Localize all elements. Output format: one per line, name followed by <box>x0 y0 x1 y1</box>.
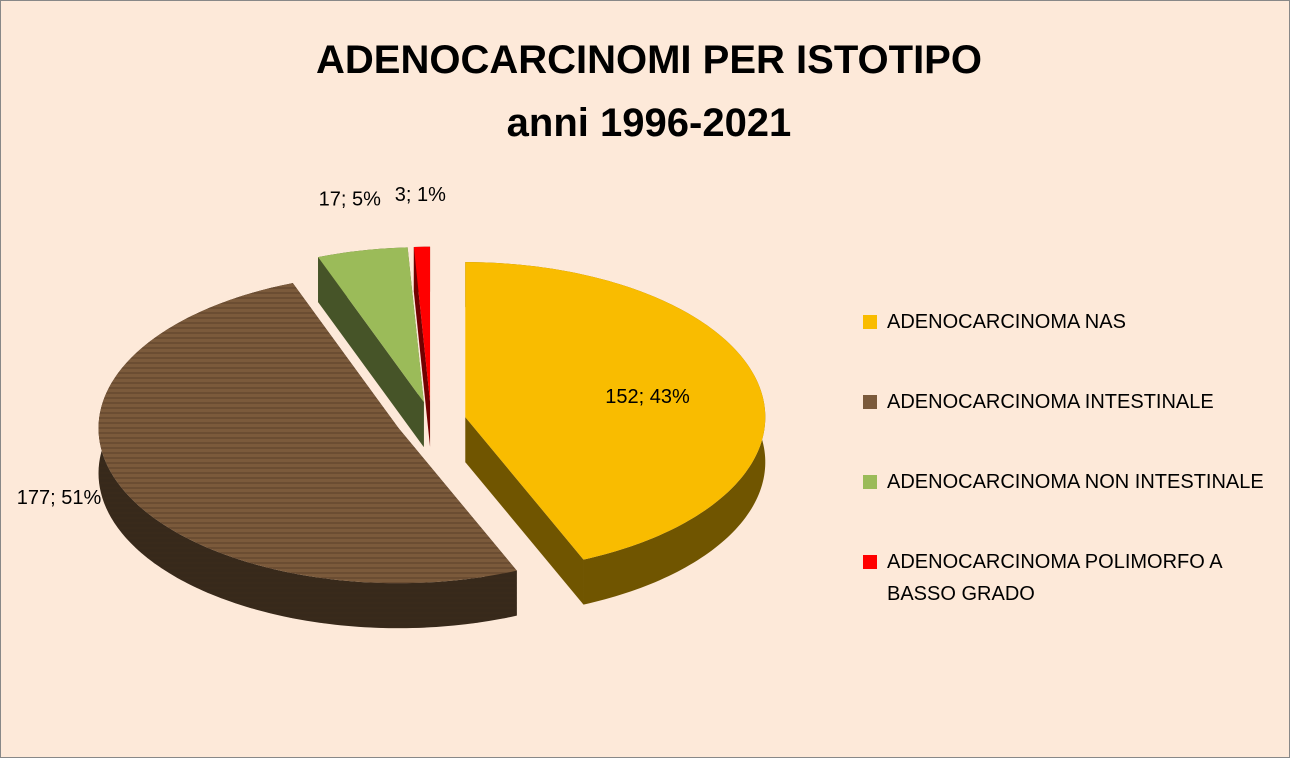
chart-subtitle: anni 1996-2021 <box>507 101 792 145</box>
slice-side <box>318 257 424 448</box>
slice-side <box>413 246 431 447</box>
legend-swatch <box>863 475 877 489</box>
slice-texture <box>98 283 517 584</box>
legend-label: ADENOCARCINOMA NAS <box>887 311 1126 333</box>
legend-label: ADENOCARCINOMA POLIMORFO A BASSO GRADO <box>887 551 1222 605</box>
data-label: 3; 1% <box>395 184 446 206</box>
data-label: 17; 5% <box>319 188 381 210</box>
slice <box>465 262 766 560</box>
data-label: 177; 51% <box>17 487 102 509</box>
legend-swatch <box>863 315 877 329</box>
data-label: 152; 43% <box>605 386 690 408</box>
slice <box>413 246 431 402</box>
legend: ADENOCARCINOMA NAS ADENOCARCINOMA INTESTI… <box>863 306 1273 626</box>
legend-swatch <box>863 395 877 409</box>
legend-item: ADENOCARCINOMA POLIMORFO A BASSO GRADO <box>863 546 1273 626</box>
slice-side <box>465 417 584 605</box>
slice <box>318 247 424 403</box>
legend-item: ADENOCARCINOMA NON INTESTINALE <box>863 466 1273 546</box>
slice-texture <box>98 283 517 629</box>
data-labels: 152; 43% 177; 51% 17; 5% 3; 1% <box>17 184 690 509</box>
legend-item: ADENOCARCINOMA NAS <box>863 306 1273 386</box>
legend-swatch <box>863 555 877 569</box>
legend-label: ADENOCARCINOMA INTESTINALE <box>887 391 1214 413</box>
legend-item: ADENOCARCINOMA INTESTINALE <box>863 386 1273 466</box>
legend-label: ADENOCARCINOMA NON INTESTINALE <box>887 471 1264 493</box>
chart-title: ADENOCARCINOMI PER ISTOTIPO <box>316 38 982 82</box>
tops <box>98 246 766 584</box>
